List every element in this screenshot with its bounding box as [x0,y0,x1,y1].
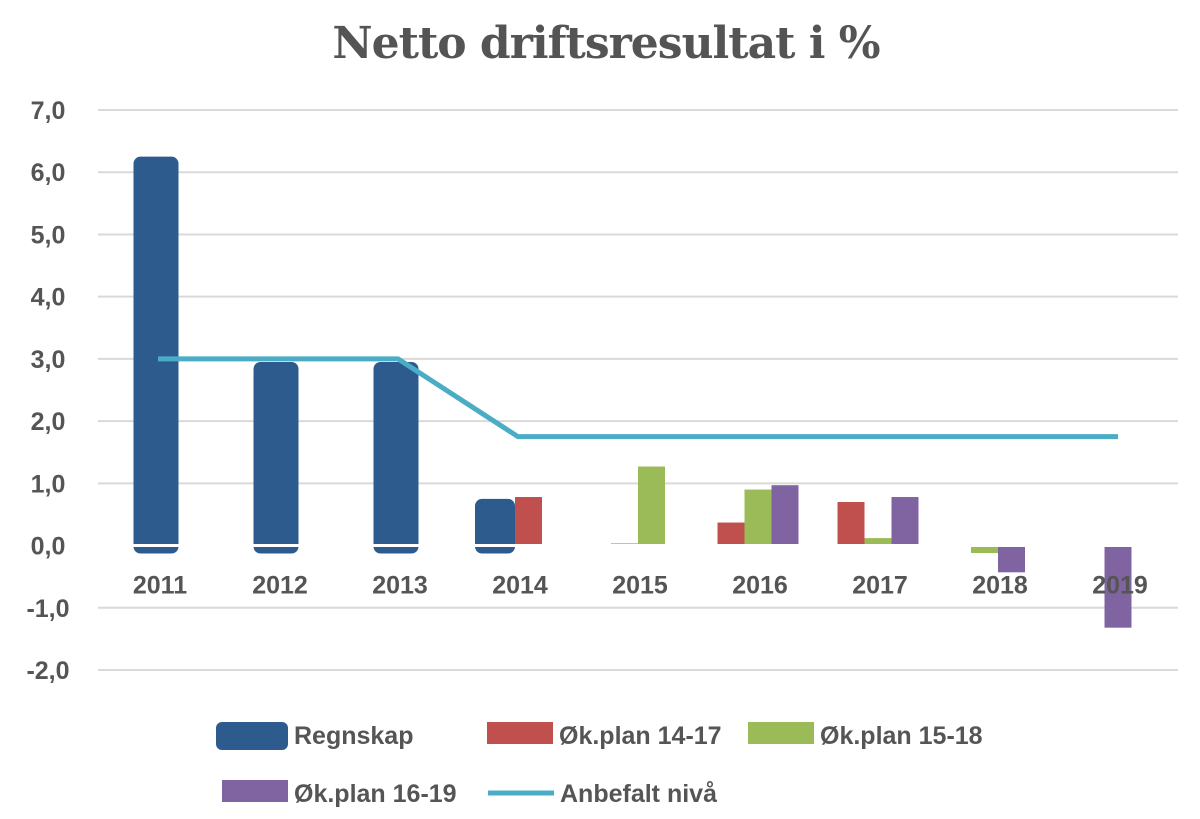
bar--k-plan-15-18-2015 [638,466,665,546]
bar--k-plan-15-18-2016 [744,489,772,546]
y-tick-label: -1,0 [26,595,69,623]
legend-swatch--k-plan-14-17 [487,722,553,744]
x-tick-label: 2011 [133,572,187,600]
bar--k-plan-15-18-2017 [864,538,892,546]
y-tick-label: 2,0 [31,408,66,436]
x-tick-label: 2015 [612,572,668,600]
y-tick-label: 1,0 [31,470,66,498]
bar--k-plan-15-18-2018 [971,545,998,554]
legend-swatch-regnskap [216,722,288,750]
y-tick-label: 5,0 [31,221,66,249]
legend: Regnskap Øk.plan 14-17 Øk.plan 15-18 Øk.pla… [216,722,983,808]
x-tick-label: 2017 [852,572,908,600]
x-tick-label: 2013 [372,572,428,600]
bar-regnskap-2013 [373,362,419,554]
bar--k-plan-16-19-2017 [891,497,919,546]
legend-label--k-plan-15-18: Øk.plan 15-18 [820,722,983,750]
x-tick-label: 2014 [492,572,548,600]
line-anbefalt-niv- [158,356,1118,440]
x-tick-label: 2019 [1092,572,1148,600]
bar-regnskap-2014 [475,498,515,554]
chart-title: Netto driftsresultat i % [332,18,879,69]
bar--k-plan-16-19-2018 [998,545,1025,573]
legend-label-regnskap: Regnskap [294,722,413,750]
bar--k-plan-16-19-2019 [1104,545,1132,628]
bar--k-plan-14-17-2014 [515,497,542,546]
legend-label--k-plan-16-19: Øk.plan 16-19 [294,780,457,808]
series-lines [158,356,1118,440]
y-axis-ticks: 7,0 6,0 5,0 4,0 3,0 2,0 1,0 0,0 -1,0 -2,0 [26,97,69,685]
bar--k-plan-14-17-2017 [837,502,865,546]
y-tick-label: -2,0 [26,657,69,685]
bar-regnskap-2012 [253,362,299,554]
bar--k-plan-14-17-2016 [717,522,745,546]
bar-regnskap-2011 [133,156,179,554]
legend-swatch--k-plan-16-19 [222,780,288,802]
y-tick-label: 7,0 [31,97,66,125]
y-tick-label: 6,0 [31,159,66,187]
y-tick-label: 3,0 [31,346,66,374]
x-tick-label: 2012 [252,572,308,600]
legend-swatch--k-plan-15-18 [748,722,814,744]
x-tick-label: 2016 [732,572,788,600]
y-tick-label: 0,0 [31,533,66,561]
legend-label--k-plan-14-17: Øk.plan 14-17 [559,722,722,750]
bars [98,156,1178,628]
bar--k-plan-16-19-2016 [771,485,799,546]
x-tick-label: 2018 [972,572,1028,600]
x-axis-ticks: 2011 2012 2013 2014 2015 2016 2017 2018 2019 [133,572,1148,600]
y-tick-label: 4,0 [31,284,66,312]
legend-label-anbefalt-niv-: Anbefalt nivå [560,780,717,808]
